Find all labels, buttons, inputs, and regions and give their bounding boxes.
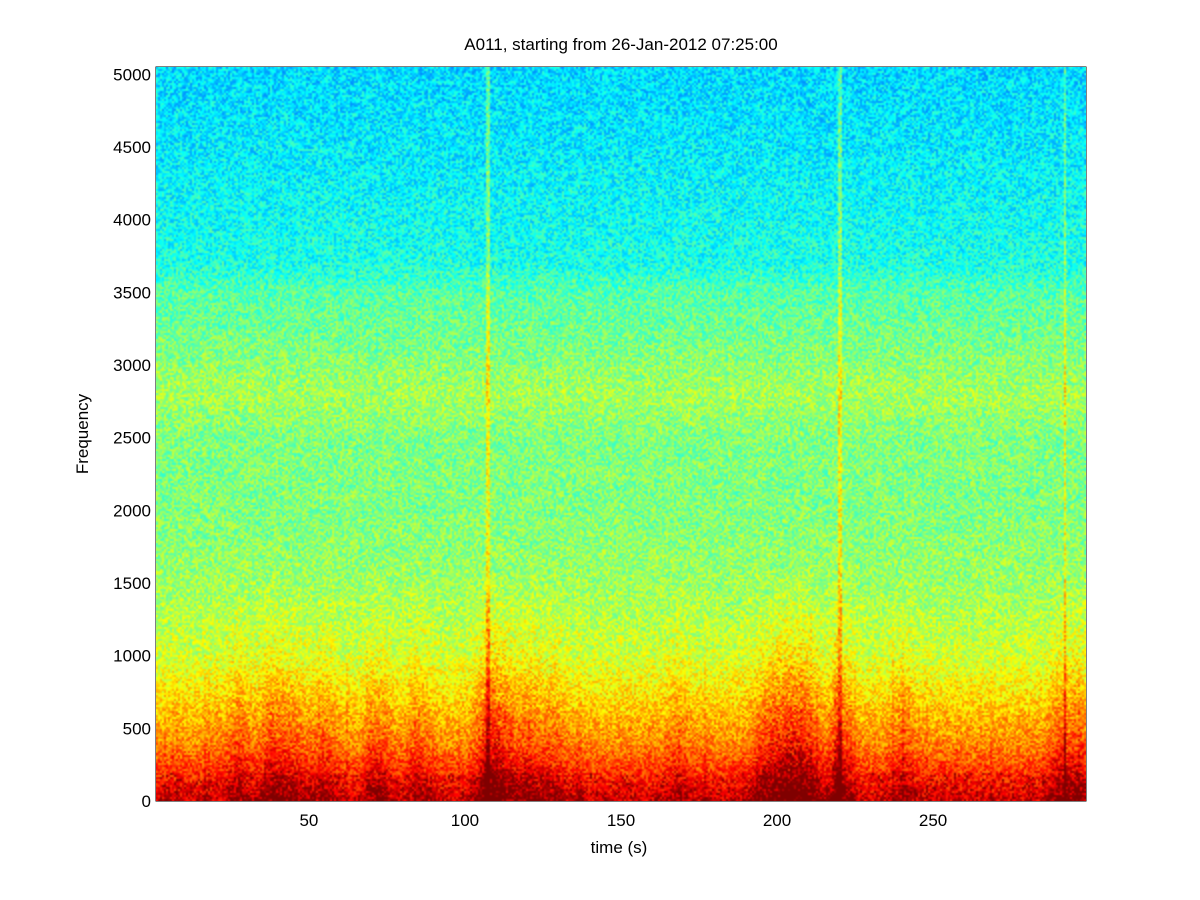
spectrogram-heatmap xyxy=(156,67,1086,801)
x-tick-label: 100 xyxy=(451,811,479,830)
y-tick-label: 3000 xyxy=(113,356,151,375)
y-tick-label: 4500 xyxy=(113,138,151,157)
y-axis-label: Frequency xyxy=(73,393,92,474)
x-tick-label: 50 xyxy=(299,811,318,830)
y-tick-label: 2000 xyxy=(113,501,151,520)
y-tick-label: 5000 xyxy=(113,65,151,84)
y-tick-label: 4000 xyxy=(113,211,151,230)
y-tick-label: 1000 xyxy=(113,647,151,666)
x-tick-label: 250 xyxy=(919,811,947,830)
y-tick-label: 1500 xyxy=(113,574,151,593)
y-tick-label: 500 xyxy=(123,719,151,738)
x-tick-label: 150 xyxy=(607,811,635,830)
y-tick-label: 2500 xyxy=(113,429,151,448)
x-axis-label: time (s) xyxy=(591,838,648,857)
chart-title: A011, starting from 26-Jan-2012 07:25:00 xyxy=(464,35,777,54)
y-tick-label: 0 xyxy=(142,792,151,811)
x-tick-label: 200 xyxy=(763,811,791,830)
x-axis-ticks: 50 100 150 200 250 xyxy=(299,67,947,830)
y-tick-label: 3500 xyxy=(113,283,151,302)
